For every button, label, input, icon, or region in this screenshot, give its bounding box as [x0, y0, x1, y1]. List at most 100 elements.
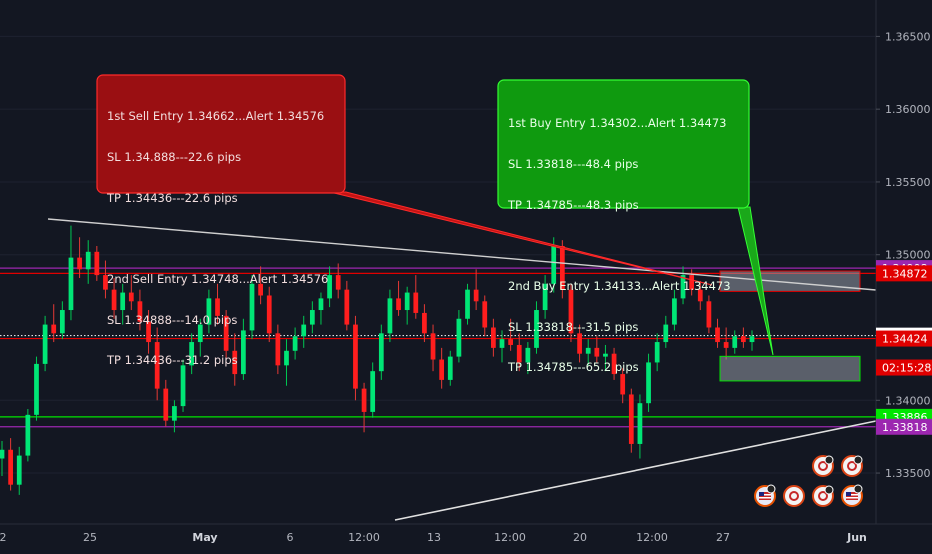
candle-body [387, 298, 393, 334]
candle [172, 400, 177, 433]
candle [568, 283, 574, 343]
time-axis-label: Jun [846, 531, 867, 544]
candle [335, 263, 341, 299]
candle-body [206, 298, 212, 325]
time-axis-label: 20 [573, 531, 587, 544]
price-label-bg [876, 359, 932, 376]
candle [370, 362, 376, 418]
us-flag-event-icon[interactable] [754, 484, 776, 507]
event-icon[interactable] [783, 485, 805, 507]
buy-line-7: TP 1.34785---65.2 pips [508, 360, 639, 375]
candle [163, 379, 169, 427]
candle-body [0, 449, 5, 459]
candle-body [8, 449, 13, 485]
price-level-lines [0, 267, 876, 428]
candle [327, 266, 332, 308]
candle-body [353, 324, 358, 389]
candle [387, 289, 393, 343]
buy-callout-box[interactable] [497, 79, 750, 209]
sell-callout-box[interactable] [96, 74, 346, 194]
candles-group [0, 225, 755, 495]
candle [25, 409, 31, 462]
candle-body [378, 333, 384, 372]
candle [34, 356, 39, 421]
candle [309, 301, 315, 334]
price-tick-label: 1.36500 [885, 30, 931, 43]
candle [663, 315, 669, 348]
candle-body [111, 289, 117, 311]
candle [223, 310, 229, 360]
candle-body [241, 330, 246, 375]
time-axis-label: May [192, 531, 217, 544]
candle-body [732, 336, 738, 348]
candle [361, 382, 367, 433]
candle-body [603, 353, 608, 357]
trade-zone[interactable] [719, 270, 861, 292]
candle-body [516, 344, 522, 363]
candle-body [559, 245, 565, 290]
candle [499, 330, 505, 363]
candle [215, 283, 220, 325]
price-label: 1.33818 [876, 418, 932, 435]
candle [508, 318, 513, 351]
candle-body [318, 298, 324, 311]
event-icon[interactable] [812, 485, 834, 507]
candle [749, 330, 755, 351]
candle [482, 295, 488, 337]
candle [197, 318, 203, 357]
candle [559, 240, 565, 299]
candle-body [447, 356, 453, 380]
candle-body [465, 289, 470, 319]
candle-body [706, 301, 712, 328]
candle [422, 304, 427, 343]
sell-callout-text: 1st Sell Entry 1.34662...Alert 1.34576 S… [107, 83, 328, 395]
price-label-text: 1.34872 [882, 267, 928, 280]
candle-body [249, 283, 255, 331]
price-label: 1.34424 [876, 330, 932, 347]
candle [232, 333, 238, 386]
buy-line-3: TP 1.34785---48.3 pips [508, 197, 639, 212]
candle-body [551, 245, 557, 284]
candle-body [327, 275, 332, 299]
candle-body [370, 371, 376, 412]
event-icon[interactable] [841, 455, 863, 477]
price-label-bg [876, 265, 932, 282]
candle-body [749, 336, 755, 343]
candle [516, 333, 522, 372]
candle [465, 283, 470, 325]
candle-body [68, 257, 74, 311]
candle-body [689, 275, 695, 290]
candle [189, 333, 195, 375]
candle [741, 327, 746, 348]
price-axis[interactable]: 1.36500 1.36000 1.35500 1.35000 1.34000 1.335… [876, 30, 931, 480]
candle [697, 280, 703, 311]
sell-line-7: TP 1.34436---31.2 pips [107, 353, 238, 368]
buy-line-gap [508, 240, 731, 253]
candle-body [723, 342, 729, 348]
candle-body [189, 342, 195, 366]
us-flag-event-icon[interactable] [841, 484, 863, 507]
candle-body [344, 289, 350, 325]
economic-event-icons[interactable] [754, 455, 863, 507]
buy-line-6: SL 1.33818---31.5 pips [508, 319, 639, 334]
candle [0, 441, 5, 476]
candle-body [697, 289, 703, 302]
candle [404, 286, 410, 325]
lower-trendline[interactable] [394, 420, 877, 521]
candle [534, 301, 539, 354]
candle-body [59, 310, 65, 334]
upper-trendline[interactable] [47, 218, 877, 291]
trade-zone[interactable] [719, 355, 861, 382]
candle [154, 327, 160, 401]
candle-body [137, 301, 143, 322]
event-icon[interactable] [812, 455, 834, 477]
candle [85, 240, 91, 284]
candle [68, 225, 74, 321]
candle-body [741, 336, 746, 343]
time-axis[interactable]: 2 25 May 6 12:00 13 12:00 20 12:00 27 Jun [0, 531, 867, 544]
candle-body [275, 333, 281, 366]
time-axis-label: 12:00 [636, 531, 668, 544]
candle [413, 275, 419, 319]
